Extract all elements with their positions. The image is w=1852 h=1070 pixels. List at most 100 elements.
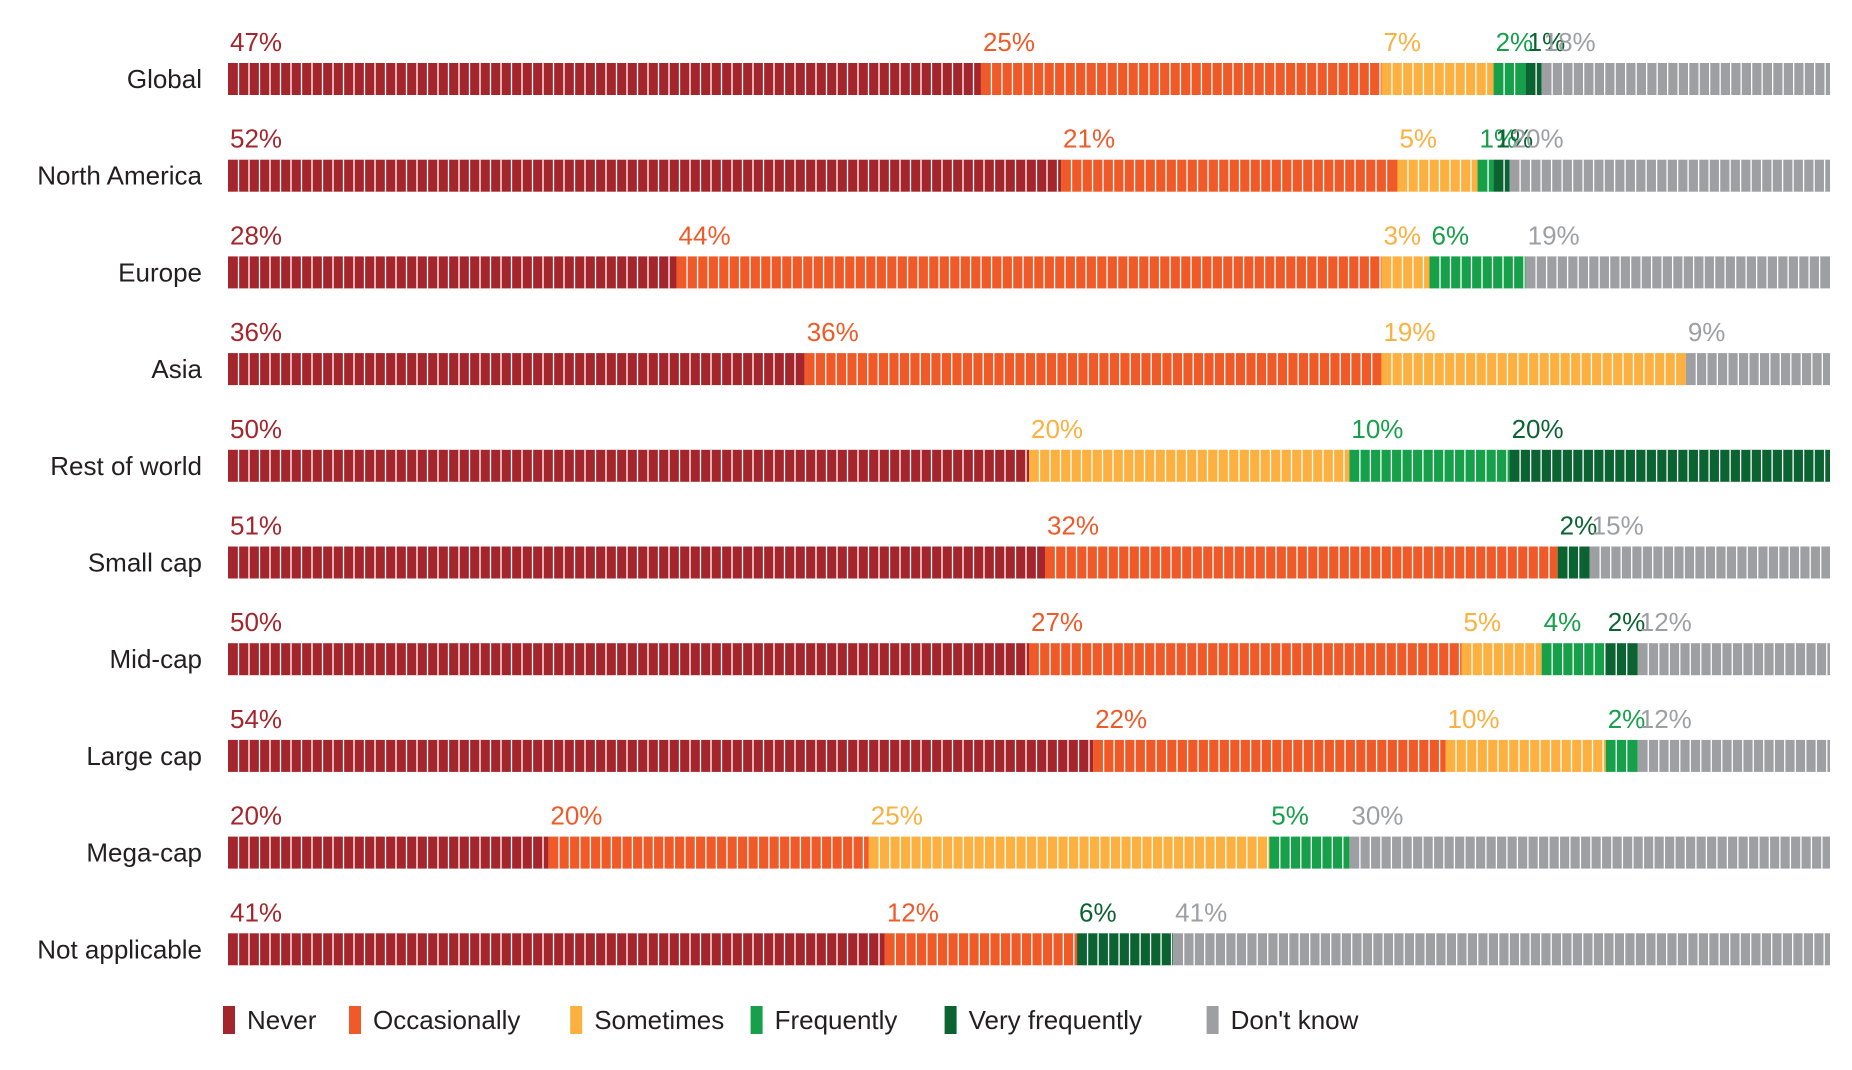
category-label: Europe xyxy=(118,257,202,287)
bar-segment-occasionally xyxy=(980,63,1382,95)
category-label: Not applicable xyxy=(37,934,202,964)
bar-row-asia: Asia 36% 36% 19% 9% xyxy=(151,317,1830,386)
bar-segment-occasionally xyxy=(804,353,1382,386)
data-label-sometimes: 20% xyxy=(1031,414,1083,444)
bar-row-large-cap: Large cap 54% 22% 10% 2%12% xyxy=(86,704,1830,772)
bar-segment-don-t-know xyxy=(1541,63,1830,95)
bar-segment-frequently xyxy=(1493,63,1526,95)
data-label-very-frequently: 2% xyxy=(1608,607,1646,637)
data-label-don-t-know: 20% xyxy=(1512,124,1564,154)
bar-segment-don-t-know xyxy=(1349,836,1830,869)
legend: Never Occasionally Sometimes Frequently Very… xyxy=(223,1005,1359,1035)
bar-segment-frequently xyxy=(1605,739,1638,772)
bar-segment-frequently xyxy=(1477,159,1494,192)
legend-swatch xyxy=(750,1006,763,1034)
bar-segment-never xyxy=(228,449,1029,482)
legend-item-don-t-know: Don't know xyxy=(1206,1005,1359,1035)
data-label-occasionally: 27% xyxy=(1031,607,1083,637)
data-label-frequently: 2% xyxy=(1496,27,1534,57)
category-label: Mid-cap xyxy=(110,644,202,674)
category-label: Large cap xyxy=(86,741,202,771)
legend-item-frequently: Frequently xyxy=(750,1005,897,1035)
category-label: Asia xyxy=(151,354,202,384)
data-label-frequently: 1% xyxy=(1480,124,1518,154)
bar-segment-very-frequently xyxy=(1605,643,1638,676)
category-label: North America xyxy=(37,161,202,191)
data-label-sometimes: 19% xyxy=(1383,317,1435,347)
bar-segment-frequently xyxy=(1429,256,1526,289)
legend-swatch xyxy=(349,1006,361,1034)
bar-segment-never xyxy=(228,739,1094,772)
data-label-occasionally: 25% xyxy=(983,27,1035,57)
bar-segment-sometimes xyxy=(1381,353,1686,386)
category-label: Small cap xyxy=(88,548,202,578)
bar-segment-don-t-know xyxy=(1589,546,1830,579)
data-label-frequently: 2% xyxy=(1608,704,1646,734)
data-label-never: 50% xyxy=(230,607,282,637)
data-label-occasionally: 44% xyxy=(679,220,731,250)
bar-row-rest-of-world: Rest of world 50% 20% 10% 20% xyxy=(50,414,1830,482)
bar-segment-very-frequently xyxy=(1525,63,1542,95)
bar-segment-sometimes xyxy=(1397,159,1478,192)
bar-row-north-america: North America 52% 21% 5% 1%1%20% xyxy=(37,124,1830,192)
bar-segment-very-frequently xyxy=(1509,449,1830,482)
bar-segment-very-frequently xyxy=(1557,546,1590,579)
bar-segment-occasionally xyxy=(1029,643,1462,676)
data-label-occasionally: 32% xyxy=(1047,511,1099,541)
bar-segment-don-t-know xyxy=(1685,353,1830,386)
legend-label: Don't know xyxy=(1231,1005,1359,1035)
data-label-never: 47% xyxy=(230,27,282,57)
data-label-never: 50% xyxy=(230,414,282,444)
legend-label: Sometimes xyxy=(594,1005,724,1035)
bar-segment-never xyxy=(228,546,1046,579)
data-label-very-frequently: 1% xyxy=(1496,124,1534,154)
data-label-occasionally: 22% xyxy=(1095,704,1147,734)
legend-swatch xyxy=(1206,1006,1219,1034)
data-label-sometimes: 5% xyxy=(1399,124,1437,154)
data-label-never: 20% xyxy=(230,801,282,831)
data-label-sometimes: 5% xyxy=(1464,607,1502,637)
data-label-don-t-know: 12% xyxy=(1640,607,1692,637)
bar-segment-sometimes xyxy=(1445,739,1606,772)
data-label-very-frequently: 1% xyxy=(1528,27,1566,57)
data-label-very-frequently: 2% xyxy=(1560,511,1598,541)
data-label-sometimes: 25% xyxy=(871,801,923,831)
bar-segment-never xyxy=(228,256,677,289)
legend-swatch xyxy=(223,1006,235,1034)
legend-swatch xyxy=(944,1006,957,1034)
bar-segment-occasionally xyxy=(884,933,1078,966)
bar-segment-don-t-know xyxy=(1173,933,1830,966)
data-label-occasionally: 36% xyxy=(807,317,859,347)
bar-segment-sometimes xyxy=(868,836,1270,869)
data-label-frequently: 6% xyxy=(1432,220,1470,250)
bar-row-small-cap: Small cap 51% 32% 2%15% xyxy=(88,511,1830,579)
data-label-don-t-know: 41% xyxy=(1175,897,1227,927)
bar-segment-frequently xyxy=(1269,836,1350,869)
bar-row-mega-cap: Mega-cap 20% 20% 25% 5% 30% xyxy=(86,801,1830,869)
bar-segment-never xyxy=(228,933,885,966)
bar-segment-sometimes xyxy=(1029,449,1350,482)
data-label-sometimes: 3% xyxy=(1383,220,1421,250)
bar-segment-don-t-know xyxy=(1637,643,1830,676)
bar-segment-occasionally xyxy=(1045,546,1558,579)
bar-segment-never xyxy=(228,643,1029,676)
category-label: Mega-cap xyxy=(86,838,202,868)
data-label-never: 41% xyxy=(230,897,282,927)
bar-segment-sometimes xyxy=(1381,256,1430,289)
data-label-frequently: 4% xyxy=(1544,607,1582,637)
data-label-frequently: 10% xyxy=(1351,414,1403,444)
bar-segment-frequently xyxy=(1349,449,1510,482)
data-label-never: 51% xyxy=(230,511,282,541)
bar-segment-don-t-know xyxy=(1525,256,1830,289)
bar-segment-sometimes xyxy=(1381,63,1494,95)
bar-segment-don-t-know xyxy=(1509,159,1830,192)
bar-row-europe: Europe 28% 44% 3% 6% 19% xyxy=(118,220,1830,289)
bar-segment-very-frequently xyxy=(1077,933,1174,966)
data-label-don-t-know: 12% xyxy=(1640,704,1692,734)
bar-segment-never xyxy=(228,353,805,386)
bar-segment-never xyxy=(228,159,1062,192)
data-label-never: 52% xyxy=(230,124,282,154)
data-label-don-t-know: 15% xyxy=(1592,511,1644,541)
bar-segment-occasionally xyxy=(548,836,869,869)
